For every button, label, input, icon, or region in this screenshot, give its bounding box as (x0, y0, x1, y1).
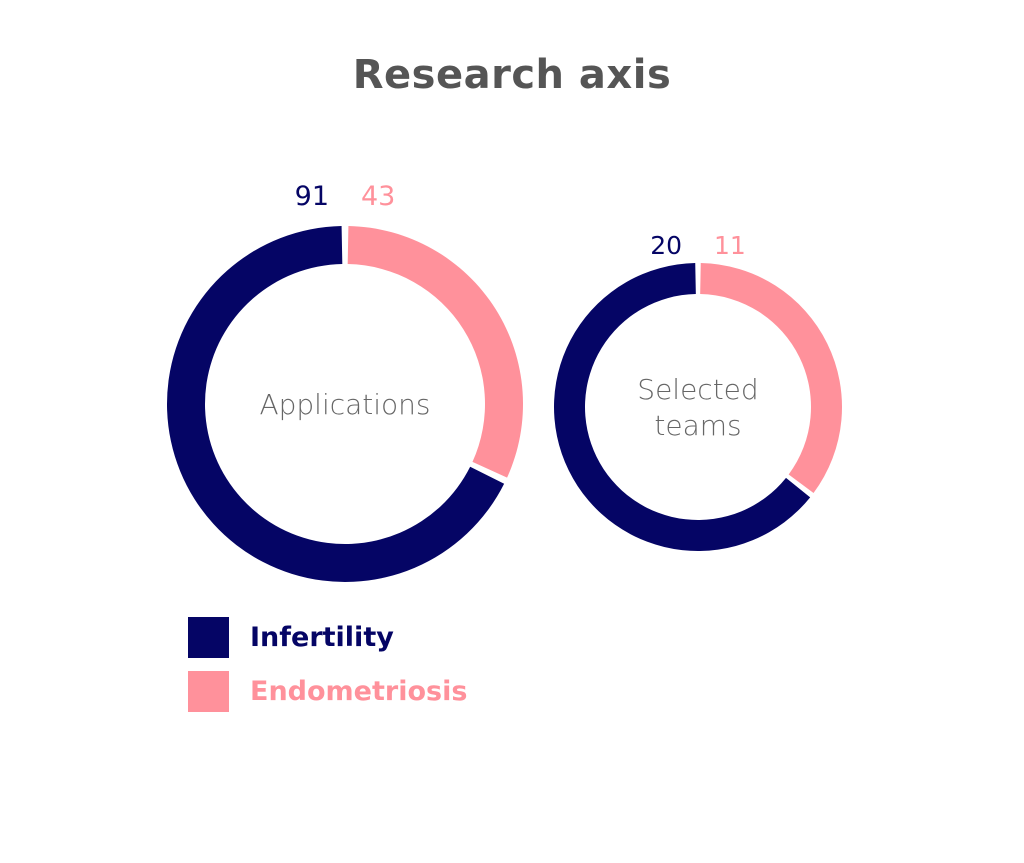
slice-selected-teams-endometriosis (700, 263, 843, 493)
value-label-applications-infertility: 91 (295, 181, 329, 212)
legend-swatch-infertility (188, 616, 229, 658)
legend-item-endometriosis: Endometriosis (188, 670, 468, 712)
slice-applications-endometriosis (347, 226, 523, 478)
value-label-selected-teams-infertility: 20 (650, 231, 682, 260)
legend: Infertility Endometriosis (188, 616, 468, 725)
legend-item-infertility: Infertility (188, 616, 467, 658)
chart-title: Research axis (352, 52, 672, 98)
value-label-selected-teams-endometriosis: 11 (714, 231, 746, 260)
legend-swatch-endometriosis (188, 670, 229, 712)
legend-label-endometriosis: Endometriosis (250, 675, 468, 707)
center-label-applications-line-1: Applications (259, 388, 430, 421)
center-label-selected-teams-line-2: teams (654, 409, 741, 442)
center-label-selected-teams-line-1: Selected (637, 373, 758, 406)
legend-label-infertility: Infertility (250, 621, 394, 653)
value-label-applications-endometriosis: 43 (361, 181, 395, 212)
